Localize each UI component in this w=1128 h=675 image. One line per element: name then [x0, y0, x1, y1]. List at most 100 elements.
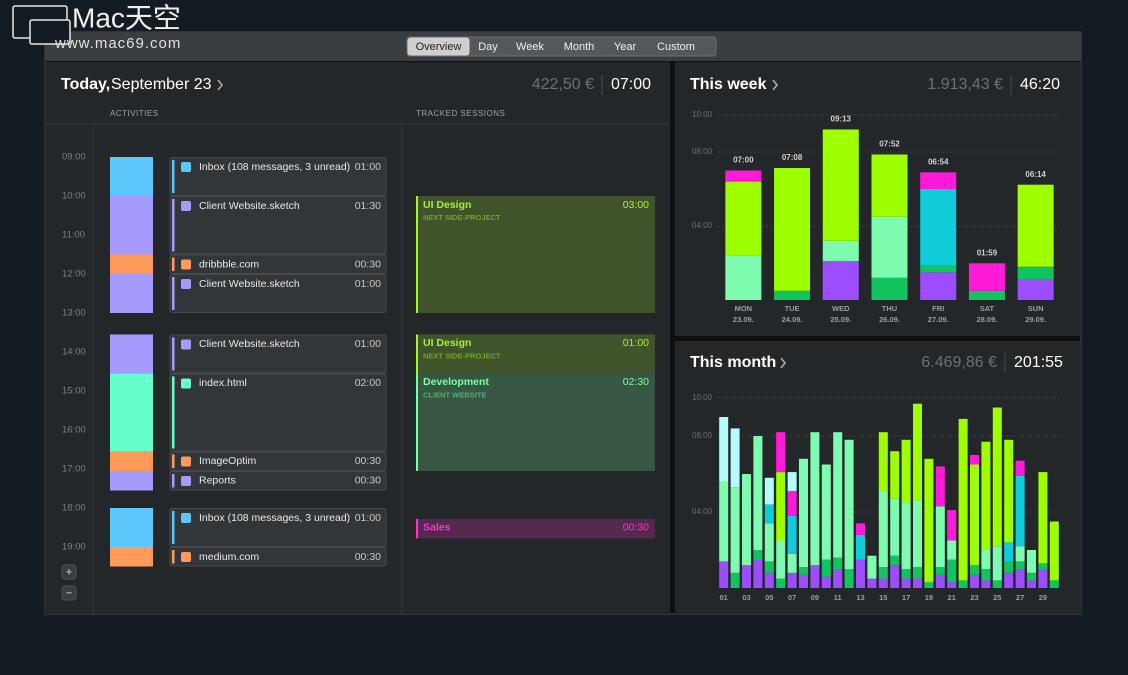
bar-segment [935, 567, 945, 575]
bar-segment [878, 432, 888, 492]
bar-segment [730, 572, 740, 588]
activity-card[interactable] [169, 547, 387, 567]
tab-label[interactable]: Week [516, 41, 544, 53]
x-tick-label: 05 [765, 593, 773, 602]
tab[interactable] [407, 37, 470, 56]
bar-segment [913, 500, 922, 568]
x-tick-label: FRI [932, 304, 944, 313]
bar-segment [981, 580, 991, 588]
activity-duration: 01:30 [355, 200, 381, 212]
session-subtitle: NEXT SIDE-PROJECT [423, 351, 501, 360]
tab[interactable] [554, 37, 604, 56]
activity-card[interactable] [169, 334, 387, 374]
session[interactable] [416, 518, 655, 539]
bar-segment [1004, 542, 1014, 562]
activity-card[interactable] [169, 470, 387, 491]
bar-segment [920, 272, 957, 300]
tab-label[interactable]: Year [614, 41, 637, 53]
bar-segment [856, 523, 865, 535]
chevron[interactable] [217, 79, 224, 91]
tab[interactable] [604, 37, 646, 56]
bar-segment [787, 472, 797, 492]
watermark-icon [12, 5, 71, 45]
activity-accent [172, 277, 175, 310]
bar-segment [947, 510, 957, 541]
today-title: Today, [61, 76, 110, 93]
bar-segment [1015, 460, 1025, 476]
session-accent [416, 373, 418, 471]
bar-segment [764, 572, 774, 588]
x-tick-date: 29.09. [1025, 315, 1046, 324]
hour-label: 11:00 [62, 230, 85, 241]
tab[interactable] [506, 37, 554, 56]
bar-segment [821, 576, 831, 588]
bar-segment [833, 557, 843, 569]
bar-segment [947, 540, 957, 560]
bar-segment [719, 561, 729, 588]
session[interactable] [416, 334, 655, 374]
app-icon [181, 456, 191, 467]
x-tick-date: 28.09. [976, 315, 997, 324]
hour-label: 18:00 [62, 503, 86, 514]
chevron[interactable] [772, 79, 779, 91]
bar-segment [844, 569, 854, 588]
tab-label[interactable]: Day [478, 41, 498, 53]
activity-card[interactable] [169, 254, 387, 274]
y-tick-label: 04:00 [692, 507, 713, 516]
activity-card[interactable] [169, 373, 387, 452]
month-title: This month [690, 354, 776, 371]
tab-label[interactable]: Custom [657, 41, 695, 53]
month-amount: 6.469,86 € [921, 354, 997, 371]
chevron[interactable] [780, 357, 787, 369]
x-tick-label: 03 [742, 593, 750, 602]
bar-segment [1017, 279, 1054, 300]
zoom-button[interactable] [61, 564, 77, 580]
tab[interactable] [470, 37, 506, 56]
bar-segment [1017, 266, 1054, 280]
bar-segment [878, 578, 888, 588]
bar-segment [730, 487, 740, 573]
session[interactable] [416, 196, 655, 313]
session-duration: 03:00 [623, 199, 649, 211]
week-title: This week [690, 76, 767, 93]
zoom-button[interactable] [61, 585, 77, 601]
hour-label: 10:00 [62, 191, 86, 202]
activity-card[interactable] [169, 157, 387, 196]
bar-segment [867, 555, 877, 579]
x-tick-date: 27.09. [928, 315, 949, 324]
bar-segment [958, 580, 968, 588]
activity-card[interactable] [169, 508, 387, 547]
column-header: TRACKED SESSIONS [416, 109, 505, 118]
bar-segment [774, 290, 811, 300]
hour-label: 12:00 [62, 269, 86, 280]
activity-card[interactable] [169, 196, 387, 255]
watermark-url: www.mac69.com [54, 35, 181, 52]
activity-strip [110, 373, 153, 452]
x-tick-label: SAT [980, 304, 995, 313]
tab[interactable] [646, 37, 706, 56]
activity-duration: 00:30 [355, 551, 381, 563]
bar-segment [799, 567, 808, 575]
today-date: September 23 [111, 76, 212, 93]
session-title: UI Design [423, 337, 471, 349]
bar-segment [725, 255, 762, 300]
bar-segment [810, 565, 820, 588]
activity-card[interactable] [169, 451, 387, 471]
zoom-label[interactable]: − [66, 587, 72, 599]
x-tick-label: 27 [1016, 593, 1024, 602]
bar-segment [920, 189, 957, 266]
bar-segment [833, 569, 843, 588]
bar-segment [1038, 563, 1048, 569]
value-label: 06:54 [928, 157, 949, 166]
bar-segment [890, 498, 900, 556]
activity-card[interactable] [169, 274, 387, 313]
session[interactable] [416, 373, 655, 471]
activity-name: Reports [199, 475, 236, 487]
tab-label[interactable]: Month [564, 41, 595, 53]
bar-segment [901, 569, 911, 579]
bar-segment [981, 441, 991, 550]
activity-duration: 01:00 [355, 278, 381, 290]
zoom-label[interactable]: + [66, 566, 72, 578]
value-label: 07:08 [782, 153, 803, 162]
tab-label[interactable]: Overview [416, 41, 462, 53]
